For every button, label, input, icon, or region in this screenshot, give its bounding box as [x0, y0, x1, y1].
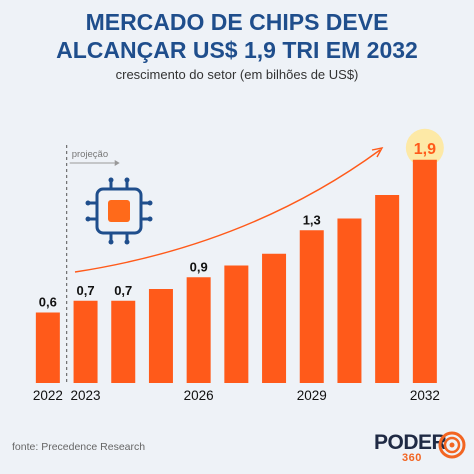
data-label-2023: 0,7 — [77, 283, 95, 298]
bar-2029 — [299, 230, 324, 383]
bar-2031 — [375, 195, 400, 383]
title-line-2: ALCANÇAR US$ 1,9 TRI EM 2032 — [56, 37, 418, 63]
bar-2027 — [224, 265, 249, 383]
projection-label: projeção — [72, 149, 108, 160]
chart-subtitle: crescimento do setor (em bilhões de US$) — [115, 67, 359, 82]
bar-2026 — [186, 277, 211, 383]
trend-arrow-icon — [74, 149, 381, 273]
bar-2023 — [73, 300, 98, 383]
x-tick-2026: 2026 — [184, 388, 214, 403]
chart-title: MERCADO DE CHIPS DEVE ALCANÇAR US$ 1,9 T… — [0, 8, 474, 64]
bar-2024 — [111, 300, 136, 383]
x-tick-2029: 2029 — [297, 388, 327, 403]
x-tick-2023: 2023 — [71, 388, 101, 403]
bar-2025 — [148, 289, 173, 383]
data-label-2022: 0,6 — [39, 295, 57, 310]
source-note: fonte: Precedence Research — [12, 441, 146, 453]
poder360-logo[interactable]: PODER 360 — [374, 431, 466, 465]
highlight-circle — [405, 128, 444, 167]
title-line-1: MERCADO DE CHIPS DEVE — [85, 9, 389, 35]
logo-text: PODER — [374, 431, 447, 454]
x-tick-2032: 2032 — [410, 388, 440, 403]
bar-2022 — [35, 312, 60, 383]
bar-2030 — [337, 218, 362, 383]
data-label-2029: 1,3 — [303, 212, 321, 227]
data-label-2032: 1,9 — [414, 141, 436, 158]
x-tick-2022: 2022 — [33, 388, 63, 403]
bar-2032 — [412, 159, 437, 383]
microchip-icon — [85, 177, 153, 245]
data-label-2026: 0,9 — [190, 259, 208, 274]
data-label-2024: 0,7 — [114, 283, 132, 298]
trend-arrowhead — [371, 147, 384, 158]
bar-2028 — [262, 253, 287, 383]
poder360-logo-icon — [438, 431, 466, 459]
projection-arrowhead — [114, 160, 120, 166]
logo-number: 360 — [402, 452, 422, 464]
